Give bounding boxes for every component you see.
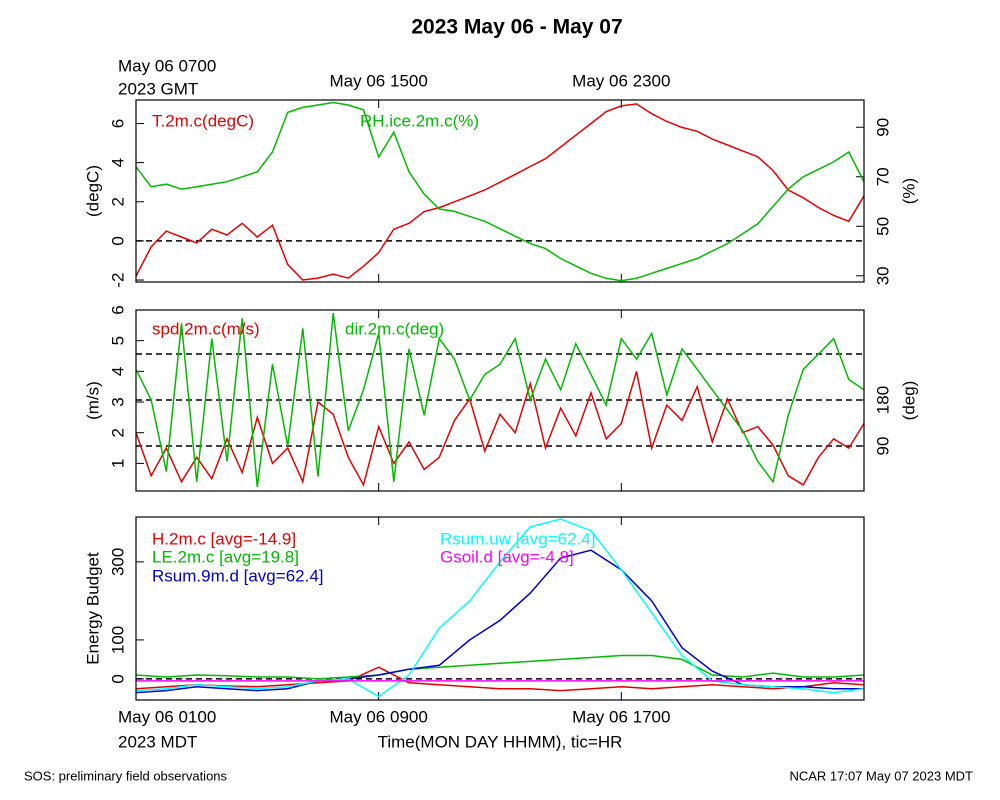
y-tick-label: 3 (108, 397, 127, 406)
y-axis-label: Energy Budget (83, 552, 102, 665)
chart-title: 2023 May 06 - May 07 (411, 16, 622, 39)
series-line (136, 518, 864, 698)
plot-frame (135, 309, 865, 492)
series-line (136, 666, 864, 692)
series-line (136, 654, 864, 680)
y-axis-label: (degC) (83, 165, 102, 217)
top-x-tick-label: May 06 2300 (572, 71, 670, 90)
series-line (136, 101, 864, 282)
plot-area (136, 518, 864, 698)
plot-area (136, 313, 864, 487)
x-axis-label: Time(MON DAY HHMM), tic=HR (378, 732, 623, 751)
y-tick-label: 0 (108, 236, 127, 245)
y-tick-label: 4 (108, 158, 127, 167)
x-tick-label: May 06 1700 (572, 707, 670, 726)
y-axis-label: (m/s) (83, 381, 102, 420)
y-tick-label: 5 (108, 336, 127, 345)
y2-axis-label: (%) (899, 178, 918, 204)
x-tick-label: May 06 0900 (330, 707, 428, 726)
series-line (136, 103, 864, 281)
plot-frame (135, 99, 865, 283)
y-tick-label: 300 (108, 548, 127, 576)
y2-tick-label: 70 (873, 167, 892, 186)
footer-left: SOS: preliminary field observations (24, 768, 228, 783)
footer-right: NCAR 17:07 May 07 2023 MDT (789, 768, 973, 783)
y2-tick-label: 50 (873, 217, 892, 236)
y-tick-label: 2 (108, 197, 127, 206)
bottom-zone: 2023 MDT (118, 732, 197, 751)
top-x-tick-label: May 06 0700 (118, 56, 216, 75)
y-tick-label: 1 (108, 459, 127, 468)
legend-label: RH.ice.2m.c(%) (360, 111, 479, 130)
legend-label: H.2m.c [avg=-14.9] (152, 529, 296, 548)
plot-frame (135, 516, 865, 701)
legend-label: Rsum.uw [avg=62.4] (440, 529, 595, 548)
legend-label: Gsoil.d [avg=-4.8] (440, 547, 574, 566)
y-tick-label: 100 (108, 626, 127, 654)
y2-tick-label: 90 (873, 118, 892, 137)
legend-label: dir.2m.c(deg) (345, 319, 444, 338)
top-x-tick-label: May 06 1500 (330, 71, 428, 90)
y2-tick-label: 30 (873, 266, 892, 285)
series-line (136, 371, 864, 487)
top-zone: 2023 GMT (118, 79, 198, 98)
legend-label: spd.2m.c(m/s) (152, 319, 260, 338)
x-tick-label: May 06 0100 (118, 707, 216, 726)
plot-area (136, 101, 864, 282)
y-tick-label: -2 (108, 272, 127, 287)
y2-tick-label: 90 (873, 437, 892, 456)
legend-label: Rsum.9m.d [avg=62.4] (152, 566, 324, 585)
y-tick-label: 0 (108, 674, 127, 683)
y-tick-label: 6 (108, 305, 127, 314)
y-tick-label: 2 (108, 428, 127, 437)
y-tick-label: 4 (108, 367, 127, 376)
series-line (136, 313, 864, 487)
y-tick-label: 6 (108, 119, 127, 128)
y2-axis-label: (deg) (899, 381, 918, 421)
legend-label: T.2m.c(degC) (152, 111, 254, 130)
y2-tick-label: 180 (873, 386, 892, 414)
legend-label: LE.2m.c [avg=19.8] (152, 547, 299, 566)
